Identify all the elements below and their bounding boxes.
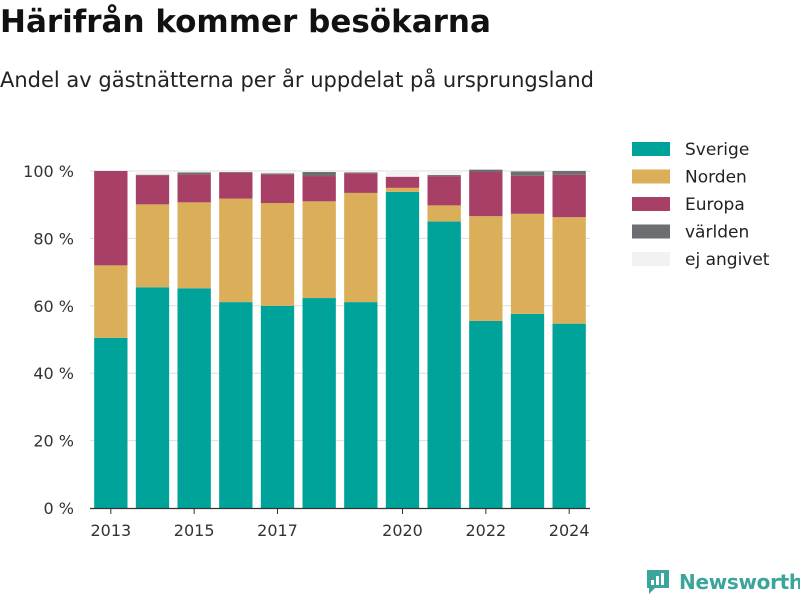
bar-segment-norden: [510, 213, 545, 314]
bar-segment-norden: [552, 217, 586, 324]
legend-label: Europa: [685, 195, 745, 215]
bar-segment-ej-angivet: [302, 171, 336, 173]
brand-name: Newsworthy: [679, 570, 800, 594]
bar-segment-europa: [385, 176, 420, 188]
bar-segment-norden: [302, 201, 336, 299]
bar-segment-världen: [469, 169, 503, 173]
bar-segment-norden: [385, 187, 420, 192]
bar-segment-ej-angivet: [385, 171, 420, 177]
bar-segment-norden: [219, 198, 253, 303]
bar-segment-sverige: [219, 302, 253, 508]
legend-swatch: [632, 169, 670, 184]
bar-segment-ej-angivet: [344, 171, 378, 173]
x-tick-label: 2015: [174, 521, 215, 540]
legend-swatch: [632, 142, 670, 156]
bar-segment-sverige: [135, 287, 170, 508]
bar-segment-världen: [344, 172, 378, 174]
bar-segment-världen: [552, 171, 586, 175]
legend-label: ej angivet: [685, 250, 770, 270]
bar-segment-sverige: [552, 323, 586, 508]
y-tick-label: 80 %: [33, 229, 74, 248]
bar-segment-världen: [135, 174, 170, 176]
bar-segment-europa: [510, 175, 545, 214]
x-tick-label: 2017: [257, 521, 298, 540]
chart-title: Härifrån kommer besökarna: [0, 4, 491, 40]
legend: Sverige Norden Europa världen ej angivet: [632, 140, 770, 270]
bar-segment-världen: [219, 172, 253, 173]
bar-segment-sverige: [385, 191, 420, 509]
bar-segment-sverige: [177, 288, 211, 508]
bar-segment-ej-angivet: [427, 171, 461, 176]
bar-segment-världen: [177, 172, 211, 175]
bar-segment-sverige: [302, 298, 336, 508]
y-tick-label: 100 %: [23, 162, 74, 181]
bar-segment-norden: [94, 265, 128, 338]
bar-segment-norden: [344, 192, 378, 303]
bar-segment-ej-angivet: [135, 171, 170, 175]
legend-swatch: [632, 252, 670, 266]
newsworthy-logo-icon: [647, 570, 669, 594]
y-tick-label: 60 %: [33, 297, 74, 316]
bar-segment-sverige: [260, 305, 295, 508]
bar-segment-europa: [135, 175, 170, 205]
brand-logo: Newsworthy: [645, 568, 800, 596]
bar-segment-ej-angivet: [219, 171, 253, 173]
bar-segment-världen: [427, 175, 461, 177]
bar-segment-europa: [302, 176, 336, 202]
legend-label: Sverige: [685, 140, 749, 160]
legend-swatch: [632, 224, 670, 239]
y-tick-label: 20 %: [33, 432, 74, 451]
bar-segment-sverige: [510, 313, 545, 508]
x-tick-label: 2013: [90, 521, 131, 540]
bar-segment-ej-angivet: [177, 171, 211, 173]
bar-segment-sverige: [469, 320, 503, 508]
gridlines: [90, 170, 590, 442]
x-tick-label: 2024: [549, 521, 590, 540]
chart-subtitle: Andel av gästnätterna per år uppdelat på…: [0, 68, 594, 92]
bar-segment-europa: [344, 173, 378, 193]
legend-label: världen: [685, 223, 749, 243]
x-axis: 2013 2015 2017 2020 2022 2024: [90, 507, 590, 540]
x-tick-label: 2022: [465, 521, 506, 540]
bar-segment-sverige: [344, 302, 378, 508]
legend-swatch: [632, 197, 670, 211]
bar-segment-sverige: [94, 337, 128, 508]
y-tick-label: 40 %: [33, 364, 74, 383]
bar-segment-norden: [469, 216, 503, 321]
bar-segment-europa: [552, 174, 586, 218]
bar-segment-europa: [427, 176, 461, 206]
bar-segment-världen: [510, 171, 545, 176]
bar-segment-världen: [260, 173, 295, 175]
legend-label: Norden: [685, 168, 747, 188]
bar-segment-norden: [427, 205, 461, 222]
bar-segment-norden: [260, 203, 295, 306]
bar-segment-europa: [260, 174, 295, 204]
y-axis: 0 % 20 % 40 % 60 % 80 % 100 %: [23, 162, 74, 518]
bar-segment-europa: [219, 172, 253, 199]
bar-segment-ej-angivet: [260, 171, 295, 174]
x-tick-label: 2020: [382, 521, 423, 540]
bar-segment-sverige: [427, 221, 461, 509]
bar-segment-norden: [177, 202, 211, 289]
bar-segment-europa: [469, 172, 503, 217]
bar-segment-världen: [302, 172, 336, 177]
bar-segment-norden: [135, 204, 170, 288]
bar-segment-europa: [94, 171, 128, 266]
y-tick-label: 0 %: [44, 499, 74, 518]
bars: [94, 169, 586, 509]
bar-segment-europa: [177, 174, 211, 203]
